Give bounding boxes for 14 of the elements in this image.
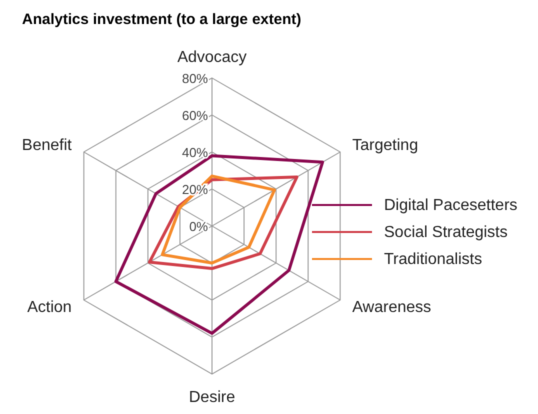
y-tick-label: 60% [182,108,208,123]
spoke-label: Targeting [352,137,418,154]
legend-label: Social Strategists [384,224,508,241]
spoke-label: Benefit [22,137,72,154]
spoke-label: Advocacy [177,49,247,66]
y-tick-label: 0% [189,219,208,234]
legend-label: Traditionalists [384,251,482,268]
y-tick-label: 80% [182,71,208,86]
spoke-label: Desire [188,389,236,406]
spoke-label: Action [27,299,72,316]
spoke-label: Awareness [352,299,432,316]
y-tick-label: 40% [182,145,208,160]
legend-label: Digital Pacesetters [384,197,518,214]
chart-title: Analytics investment (to a large extent) [22,11,302,28]
